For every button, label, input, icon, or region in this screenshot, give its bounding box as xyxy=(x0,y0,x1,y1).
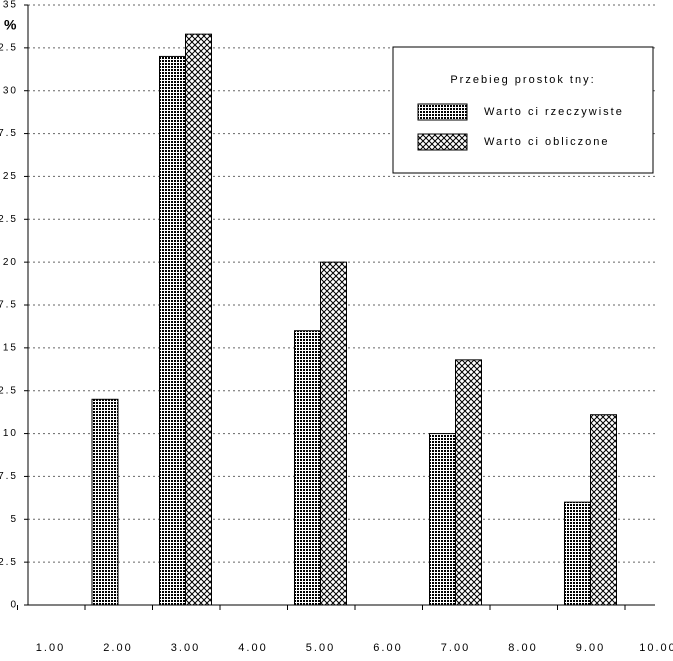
y-tick-label: 7.5 xyxy=(0,471,18,482)
y-tick-label: 5 xyxy=(10,514,18,525)
x-tick-label: 10.00 xyxy=(639,642,673,654)
y-axis-label: % xyxy=(4,17,18,33)
bar xyxy=(159,55,186,606)
y-tick-label: 12.5 xyxy=(0,385,18,396)
bar xyxy=(320,261,347,606)
y-tick-label: 15 xyxy=(3,342,18,353)
bar xyxy=(455,359,482,606)
y-tick-label: 2.5 xyxy=(0,557,18,568)
legend-label: Warto ci rzeczywiste xyxy=(484,106,624,118)
y-tick-label: 0 xyxy=(10,600,18,611)
x-tick-label: 4.00 xyxy=(238,642,267,654)
legend-label: Warto ci obliczone xyxy=(484,136,609,148)
bar xyxy=(564,501,591,606)
bar xyxy=(91,398,119,606)
y-tick-label: 25 xyxy=(3,171,18,182)
bar xyxy=(294,330,321,606)
x-tick-label: 8.00 xyxy=(508,642,537,654)
x-tick-label: 7.00 xyxy=(441,642,470,654)
x-tick-label: 5.00 xyxy=(306,642,335,654)
y-tick-label: 27.5 xyxy=(0,128,18,139)
y-tick-label: 35 xyxy=(3,0,18,11)
bar xyxy=(429,433,456,606)
y-tick-label: 22.5 xyxy=(0,214,18,225)
y-tick-label: 10 xyxy=(3,428,18,439)
y-tick-label: 32.5 xyxy=(0,42,18,53)
x-tick-label: 6.00 xyxy=(373,642,402,654)
bar xyxy=(590,414,617,606)
x-tick-label: 1.00 xyxy=(36,642,65,654)
legend-title: Przebieg prostok tny: xyxy=(450,74,595,86)
legend-swatch xyxy=(417,103,468,121)
y-tick-label: 20 xyxy=(3,257,18,268)
x-tick-label: 3.00 xyxy=(171,642,200,654)
x-tick-label: 9.00 xyxy=(576,642,605,654)
legend-swatch xyxy=(417,133,468,151)
bar xyxy=(185,33,212,606)
x-tick-label: 2.00 xyxy=(103,642,132,654)
y-tick-label: 30 xyxy=(3,85,18,96)
y-tick-label: 17.5 xyxy=(0,300,18,311)
